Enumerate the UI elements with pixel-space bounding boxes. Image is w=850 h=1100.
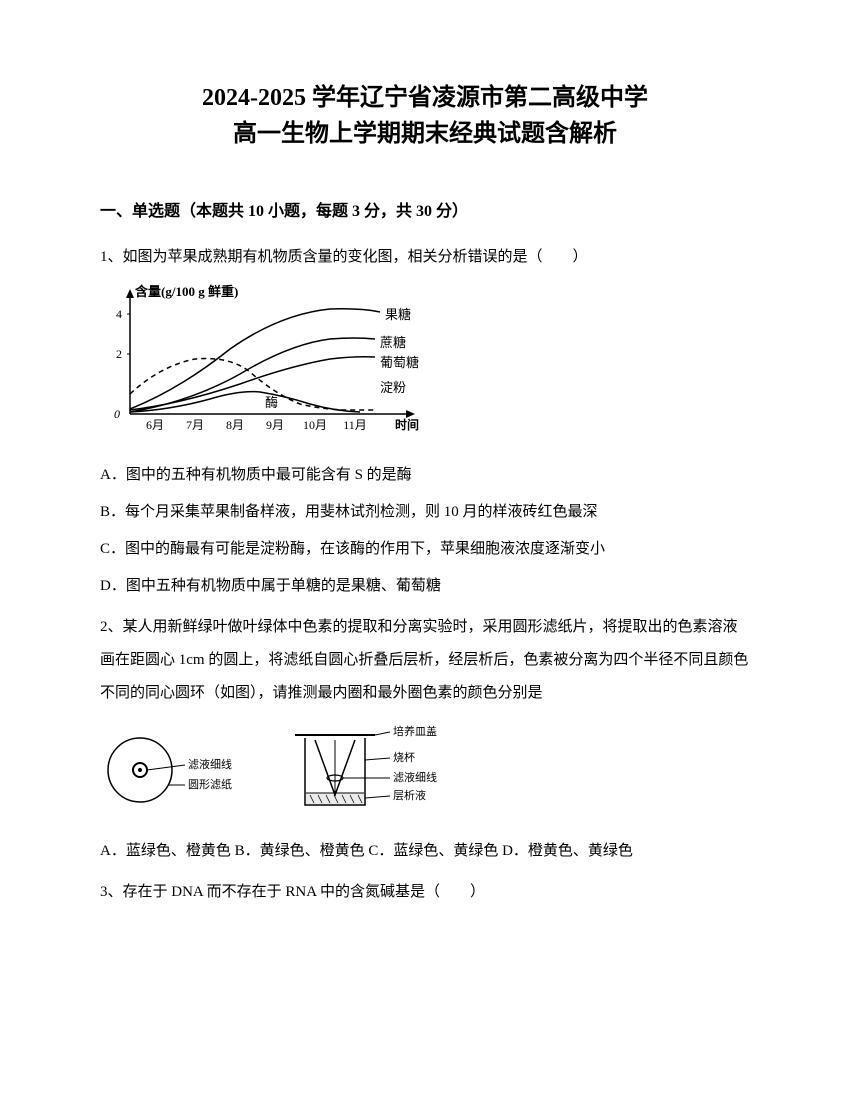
q2-options: A．蓝绿色、橙黄色 B．黄绿色、橙黄色 C．蓝绿色、黄绿色 D．橙黄色、黄绿色 (100, 835, 750, 868)
title-line-1: 2024-2025 学年辽宁省凌源市第二高级中学 (100, 80, 750, 116)
diagram-q2: 滤液细线 圆形滤纸 培养皿盖 烧杯 滤液细线 (100, 720, 750, 820)
label-filter-line-2: 滤液细线 (393, 770, 437, 784)
y-axis-label: 含量(g/100 g 鲜重) (134, 284, 238, 299)
x-tick-9: 9月 (266, 418, 284, 432)
x-tick-7: 7月 (186, 418, 204, 432)
label-solvent: 层析液 (393, 788, 426, 802)
y-tick-2: 2 (116, 347, 122, 361)
y-tick-0: 0 (114, 407, 120, 421)
x-tick-10: 10月 (303, 418, 327, 432)
question-1: 1、如图为苹果成熟期有机物质含量的变化图，相关分析错误的是（ ） 0 2 4 含… (100, 241, 750, 603)
question-2: 2、某人用新鲜绿叶做叶绿体中色素的提取和分离实验时，采用圆形滤纸片，将提取出的色… (100, 611, 750, 868)
q1-option-d: D．图中五种有机物质中属于单糖的是果糖、葡萄糖 (100, 570, 750, 603)
chart-q1: 0 2 4 含量(g/100 g 鲜重) 6月 7月 8月 9月 10月 11月… (100, 284, 750, 444)
q1-option-a: A．图中的五种有机物质中最可能含有 S 的是酶 (100, 459, 750, 492)
x-tick-6: 6月 (146, 418, 164, 432)
circle-diagram: 滤液细线 圆形滤纸 (100, 725, 250, 815)
series-enzyme: 酶 (265, 395, 278, 410)
series-sucrose: 蔗糖 (380, 335, 406, 350)
series-glucose: 葡萄糖 (380, 355, 419, 370)
label-beaker: 烧杯 (393, 750, 415, 764)
line-chart: 0 2 4 含量(g/100 g 鲜重) 6月 7月 8月 9月 10月 11月… (100, 284, 440, 444)
question-3: 3、存在于 DNA 而不存在于 RNA 中的含氮碱基是（ ） (100, 876, 750, 909)
x-axis-label: 时间 (395, 417, 419, 432)
beaker-diagram: 培养皿盖 烧杯 滤液细线 层析液 (280, 720, 450, 820)
section-header: 一、单选题（本题共 10 小题，每题 3 分，共 30 分） (100, 197, 750, 221)
q1-option-c: C．图中的酶最有可能是淀粉酶，在该酶的作用下，苹果细胞液浓度逐渐变小 (100, 533, 750, 566)
x-tick-11: 11月 (343, 418, 367, 432)
x-tick-8: 8月 (226, 418, 244, 432)
title-line-2: 高一生物上学期期末经典试题含解析 (100, 116, 750, 152)
series-starch: 淀粉 (380, 380, 406, 395)
question-1-text: 1、如图为苹果成熟期有机物质含量的变化图，相关分析错误的是（ ） (100, 241, 750, 274)
series-fructose: 果糖 (385, 307, 411, 322)
label-round-paper: 圆形滤纸 (188, 778, 232, 791)
question-3-text: 3、存在于 DNA 而不存在于 RNA 中的含氮碱基是（ ） (100, 876, 750, 909)
label-dish-lid: 培养皿盖 (393, 724, 437, 738)
q1-option-b: B．每个月采集苹果制备样液，用斐林试剂检测，则 10 月的样液砖红色最深 (100, 496, 750, 529)
document-title: 2024-2025 学年辽宁省凌源市第二高级中学 高一生物上学期期末经典试题含解… (100, 80, 750, 152)
y-tick-4: 4 (116, 307, 122, 321)
question-2-text: 2、某人用新鲜绿叶做叶绿体中色素的提取和分离实验时，采用圆形滤纸片，将提取出的色… (100, 611, 750, 710)
label-filter-line: 滤液细线 (188, 757, 232, 771)
